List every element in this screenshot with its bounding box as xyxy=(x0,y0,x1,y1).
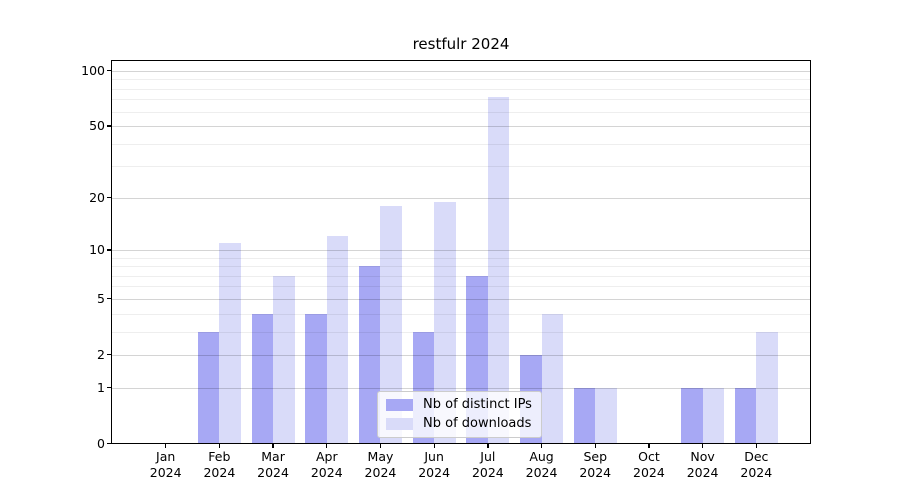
x-axis-tick-label: Nov 2024 xyxy=(686,449,719,480)
bar-downloads-feb xyxy=(219,242,241,444)
gridline-major xyxy=(112,249,810,251)
x-axis-tick-label: Sep 2024 xyxy=(579,449,612,480)
gridline-minor xyxy=(112,111,810,113)
bar-downloads-may xyxy=(380,205,402,444)
gridline-major xyxy=(112,354,810,356)
legend-label-distinct-ips: Nb of distinct IPs xyxy=(423,397,532,412)
legend-entry-distinct-ips: Nb of distinct IPs xyxy=(386,397,532,412)
y-axis-tick xyxy=(106,249,111,251)
gridline-minor xyxy=(112,257,810,259)
gridline-major xyxy=(112,70,810,72)
gridline-minor xyxy=(112,99,810,101)
gridline-minor xyxy=(112,79,810,81)
y-axis-tick xyxy=(106,125,111,127)
x-axis-tick-label: Aug 2024 xyxy=(525,449,558,480)
x-axis-tick-label: Oct 2024 xyxy=(633,449,665,480)
legend-entry-downloads: Nb of downloads xyxy=(386,416,532,431)
y-axis-tick xyxy=(106,386,111,389)
bar-distinct-ips-sep xyxy=(573,387,596,444)
x-axis-tick-label: Jul 2024 xyxy=(471,449,504,480)
y-axis-tick-label: 100 xyxy=(81,62,105,78)
legend-swatch-downloads-icon xyxy=(386,417,413,430)
x-axis-tick xyxy=(594,443,596,449)
y-axis-tick-label: 2 xyxy=(97,346,105,362)
bar-downloads-jul xyxy=(487,97,510,444)
gridline-minor xyxy=(112,88,810,90)
x-axis-tick xyxy=(755,443,757,449)
x-axis-tick-label: Apr 2024 xyxy=(310,449,343,480)
x-axis-tick-label: Jun 2024 xyxy=(418,449,451,480)
y-axis-tick xyxy=(106,354,111,356)
gridline-major xyxy=(112,197,810,199)
x-axis-tick-label: May 2024 xyxy=(364,449,397,480)
bar-downloads-nov xyxy=(702,387,725,444)
gridline-major xyxy=(112,298,810,300)
y-axis-tick xyxy=(106,197,111,199)
x-axis-tick-label: Dec 2024 xyxy=(740,449,773,480)
y-axis-tick-label: 0 xyxy=(97,435,105,451)
y-axis-tick-label: 5 xyxy=(97,290,105,306)
bar-distinct-ips-feb xyxy=(197,331,220,444)
bar-downloads-mar xyxy=(273,275,295,444)
legend: Nb of distinct IPs Nb of downloads xyxy=(377,391,542,438)
gridline-major xyxy=(112,387,810,389)
gridline-minor xyxy=(112,166,810,168)
plot-area xyxy=(110,59,811,445)
x-axis-tick xyxy=(272,443,274,449)
bar-distinct-ips-apr xyxy=(305,313,327,444)
bar-downloads-dec xyxy=(756,331,778,444)
x-axis-tick xyxy=(648,443,650,449)
x-axis-tick xyxy=(540,443,543,449)
gridline-major xyxy=(112,125,810,128)
y-axis-tick-label: 1 xyxy=(97,379,105,395)
bar-distinct-ips-may xyxy=(358,266,381,444)
y-axis-tick-label: 20 xyxy=(89,189,105,205)
x-axis-tick xyxy=(487,443,489,449)
legend-swatch-distinct-ips-icon xyxy=(386,398,413,411)
bar-distinct-ips-mar xyxy=(251,313,274,444)
bar-downloads-sep xyxy=(595,387,617,444)
x-axis-tick-label: Feb 2024 xyxy=(203,449,236,480)
y-axis-tick xyxy=(106,442,111,445)
y-axis-tick xyxy=(106,298,111,300)
gridline-minor xyxy=(112,143,810,145)
y-axis-tick-label: 10 xyxy=(89,241,105,257)
bar-distinct-ips-nov xyxy=(681,387,703,444)
bar-downloads-apr xyxy=(326,236,349,444)
y-axis-tick xyxy=(106,70,111,72)
bar-downloads-aug xyxy=(541,313,564,444)
gridline-minor xyxy=(112,286,810,288)
x-axis-tick xyxy=(165,443,167,449)
legend-label-downloads: Nb of downloads xyxy=(423,416,532,431)
chart-title: restfulr 2024 xyxy=(412,35,510,53)
x-axis-tick xyxy=(218,443,221,449)
x-axis-tick xyxy=(433,443,435,449)
x-axis-tick xyxy=(379,443,382,449)
x-axis-tick xyxy=(702,443,704,449)
x-axis-tick xyxy=(326,443,328,449)
gridline-minor xyxy=(112,266,810,268)
gridline-minor xyxy=(112,313,810,315)
gridline-minor xyxy=(112,331,810,333)
gridline-minor xyxy=(112,275,810,277)
bar-downloads-jun xyxy=(434,201,456,444)
x-axis-tick-label: Jan 2024 xyxy=(149,449,182,480)
bar-distinct-ips-dec xyxy=(734,387,757,444)
x-axis-tick-label: Mar 2024 xyxy=(257,449,289,480)
y-axis-tick-label: 50 xyxy=(89,117,105,133)
